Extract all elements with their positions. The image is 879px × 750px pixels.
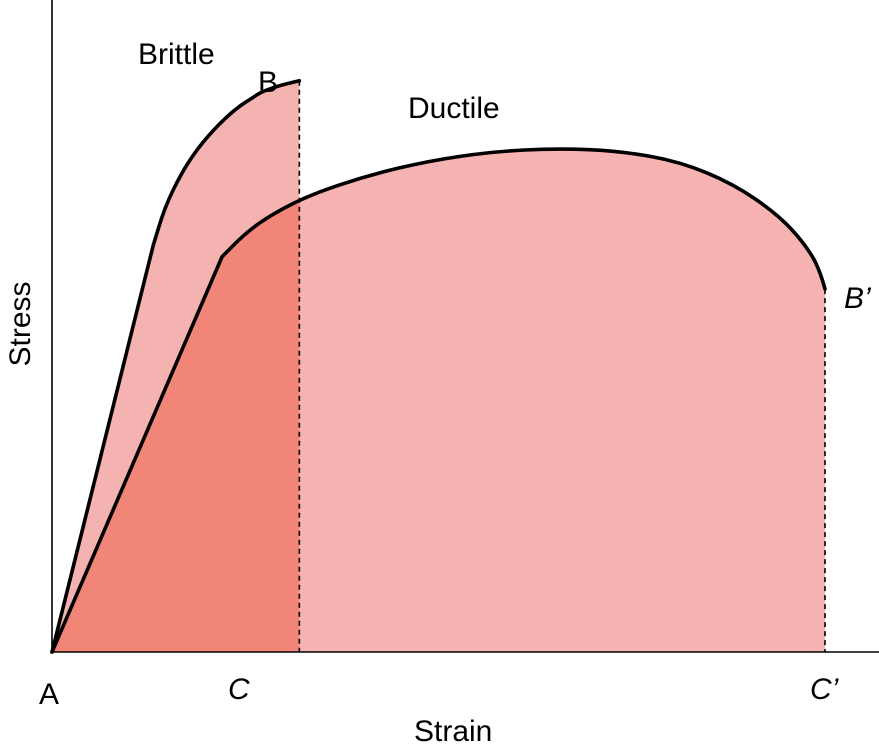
origin-label: A xyxy=(39,678,59,711)
ductile-end-label: B’ xyxy=(844,282,872,315)
area-fills xyxy=(52,80,825,652)
y-axis-title: Stress xyxy=(4,281,37,366)
ductile-label: Ductile xyxy=(408,92,500,125)
ductile-curve xyxy=(50,147,827,654)
brittle-end-label: B xyxy=(258,66,278,99)
x-axis-title: Strain xyxy=(414,715,492,748)
curve-lines xyxy=(50,78,827,654)
overlap-area xyxy=(52,149,300,652)
brittle-strain-label: C xyxy=(228,673,250,706)
drop-lines xyxy=(298,80,826,652)
ductile-strain-label: C’ xyxy=(810,673,840,706)
brittle-label: Brittle xyxy=(138,38,215,71)
brittle-curve xyxy=(50,78,302,654)
